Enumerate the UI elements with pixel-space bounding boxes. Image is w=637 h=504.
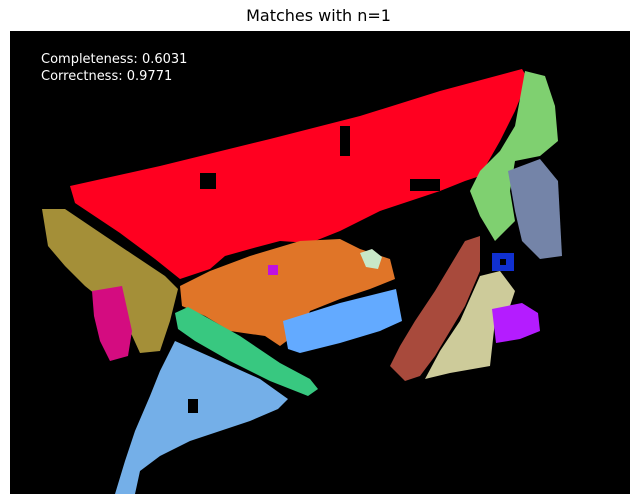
region-teal <box>175 307 318 396</box>
figure-title: Matches with n=1 <box>246 6 391 25</box>
region-green <box>470 71 558 241</box>
correctness-text: Correctness: 0.9771 <box>41 69 173 84</box>
region-purple <box>492 303 540 343</box>
region-magenta <box>92 286 132 361</box>
region-beige <box>425 271 515 379</box>
region-light-blue <box>115 341 288 494</box>
segmentation-regions <box>42 69 562 494</box>
region-orange <box>180 239 395 346</box>
completeness-text: Completeness: 0.6031 <box>41 52 188 67</box>
segmentation-image: Completeness: 0.6031 Correctness: 0.9771 <box>10 31 630 494</box>
region-purple-dot <box>268 265 278 275</box>
region-olive <box>42 209 178 353</box>
region-red <box>70 69 528 279</box>
region-sky-blue <box>283 289 402 353</box>
region-brown <box>390 236 480 381</box>
region-slate <box>508 159 562 259</box>
region-mint <box>360 249 382 269</box>
